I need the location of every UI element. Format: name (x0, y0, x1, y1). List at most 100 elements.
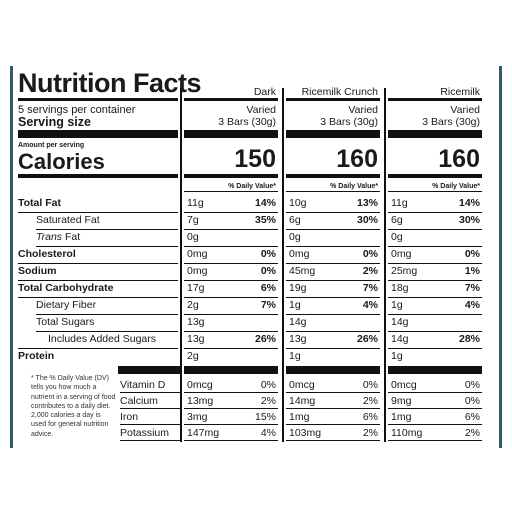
column-divider (282, 88, 284, 442)
vitamin-dv: 0% (464, 395, 480, 407)
row-rule (388, 263, 482, 264)
nutrient-dv: 30% (458, 214, 480, 226)
protein-bar (286, 366, 380, 374)
column-name: Ricemilk (440, 86, 480, 98)
nutrient-amount: 13g (187, 316, 205, 328)
amount-per-serving: Amount per serving (18, 142, 85, 149)
row-rule (388, 280, 482, 281)
row-rule (184, 246, 278, 247)
daily-value-rule (388, 191, 482, 192)
calories-value: 150 (234, 145, 276, 173)
vitamin-amount: 13mg (187, 395, 214, 407)
calories-rule-left (18, 174, 178, 178)
nutrient-amount: 1g (289, 350, 301, 362)
nutrient-amount: 0g (289, 231, 301, 243)
row-rule (286, 212, 380, 213)
vitamin-dv: 15% (254, 411, 276, 423)
vitamin-dv: 4% (260, 427, 276, 439)
row-rule (388, 212, 482, 213)
nutrient-label-dietary-fiber: Dietary Fiber (36, 299, 97, 311)
nutrient-amount: 0g (187, 231, 199, 243)
column-serving-top: Varied (246, 104, 276, 116)
row-rule (18, 212, 178, 213)
column-serving-bar (388, 130, 482, 138)
row-rule (286, 280, 380, 281)
nutrient-amount: 0mg (391, 248, 412, 260)
nutrient-amount: 1g (391, 299, 403, 311)
vitamin-dv: 6% (464, 411, 480, 423)
column-serving-bottom: 3 Bars (30g) (218, 116, 276, 128)
column-serving-bar (286, 130, 380, 138)
vitamin-rule (120, 440, 180, 441)
vitamin-amount: 3mg (187, 411, 208, 423)
nutrient-amount: 1g (289, 299, 301, 311)
row-rule (184, 229, 278, 230)
vitamin-dv: 2% (362, 395, 378, 407)
nutrient-label-total-sugars: Total Sugars (36, 316, 95, 328)
nutrient-amount: 18g (391, 282, 409, 294)
vitamin-amount: 147mg (187, 427, 220, 439)
daily-value-rule (184, 191, 278, 192)
row-rule (388, 297, 482, 298)
vitamin-amount: 14mg (289, 395, 316, 407)
daily-value-header: % Daily Value* (330, 183, 378, 190)
trans-suffix: Fat (62, 231, 81, 243)
calories-label: Calories (18, 149, 105, 174)
row-rule (36, 246, 178, 247)
nutrient-amount: 2g (187, 350, 199, 362)
nutrient-amount: 10g (289, 197, 307, 209)
nutrient-amount: 1g (391, 350, 403, 362)
nutrient-dv: 6% (260, 282, 276, 294)
row-rule (388, 348, 482, 349)
nutrient-dv: 28% (458, 333, 480, 345)
trans-italic: Trans (36, 231, 63, 243)
nutrient-dv: 1% (464, 265, 480, 277)
row-rule (36, 314, 178, 315)
vitamin-amount: 110mg (391, 427, 423, 439)
nutrient-dv: 13% (356, 197, 378, 209)
nutrient-dv: 4% (464, 299, 480, 311)
nutrient-amount: 17g (187, 282, 205, 294)
nutrition-label (12, 66, 500, 448)
nutrient-amount: 25mg (391, 265, 418, 277)
vitamin-amount: 103mg (289, 427, 322, 439)
nutrient-label-saturated-fat: Saturated Fat (36, 214, 100, 226)
row-rule (184, 297, 278, 298)
protein-bar-left (118, 366, 180, 374)
nutrient-amount: 13g (289, 333, 307, 345)
vitamin-dv: 2% (362, 427, 378, 439)
row-rule (184, 212, 278, 213)
nutrient-amount: 45mg (289, 265, 316, 277)
vitamin-rule (388, 424, 482, 425)
column-serving-bar (184, 130, 278, 138)
nutrient-label-sodium: Sodium (18, 265, 57, 277)
nutrient-amount: 14g (391, 316, 409, 328)
nutrient-dv: 26% (356, 333, 378, 345)
vitamin-rule (286, 392, 380, 393)
nutrient-amount: 11g (391, 197, 408, 209)
column-serving-bottom: 3 Bars (30g) (422, 116, 480, 128)
nutrient-amount: 0mg (187, 248, 208, 260)
nutrient-dv: 0% (260, 248, 276, 260)
vitamin-rule (286, 440, 380, 441)
row-rule (286, 314, 380, 315)
calories-rule (388, 174, 482, 178)
nutrient-label-total-carbohydrate: Total Carbohydrate (18, 282, 114, 294)
nutrient-dv: 35% (254, 214, 276, 226)
protein-bar (388, 366, 482, 374)
footnote: * The % Daily Value (DV) tells you how m… (31, 375, 116, 438)
nutrient-amount: 13g (187, 333, 205, 345)
nutrient-dv: 0% (362, 248, 378, 260)
vitamin-rule (286, 424, 380, 425)
row-rule (184, 348, 278, 349)
right-edge (499, 66, 502, 448)
nutrient-dv: 7% (260, 299, 276, 311)
row-rule (388, 331, 482, 332)
nutrient-amount: 11g (187, 197, 204, 209)
nutrient-amount: 14g (289, 316, 307, 328)
vitamin-rule (388, 408, 482, 409)
vitamin-label: Potassium (120, 427, 170, 439)
vitamin-dv: 0% (362, 379, 378, 391)
column-title-rule (184, 98, 278, 101)
row-rule (184, 314, 278, 315)
